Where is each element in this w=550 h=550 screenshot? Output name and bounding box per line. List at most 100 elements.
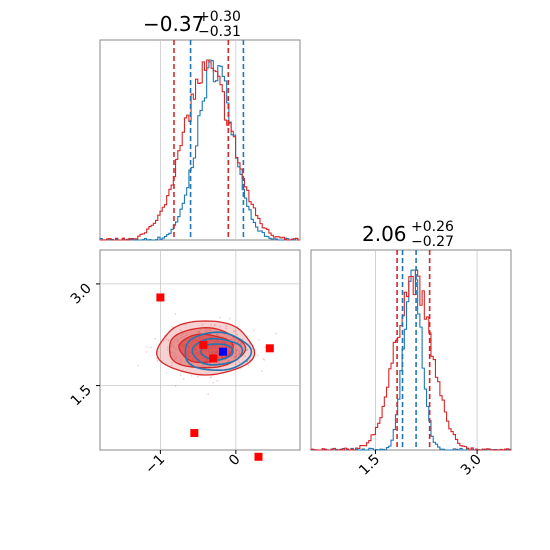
sample-point bbox=[246, 348, 249, 351]
sample-point bbox=[228, 317, 231, 320]
sample-point bbox=[248, 359, 251, 362]
sample-point bbox=[197, 376, 199, 378]
sample-point bbox=[181, 332, 184, 335]
tick-marks bbox=[96, 283, 478, 454]
sample-point bbox=[170, 364, 173, 367]
red-marker bbox=[209, 354, 218, 363]
sample-point bbox=[233, 343, 236, 345]
sample-point bbox=[235, 350, 237, 353]
sample-point bbox=[238, 350, 241, 353]
y-tick-label-param2: 3.0 bbox=[68, 280, 95, 307]
sample-point bbox=[225, 336, 227, 339]
contour-series-1 bbox=[200, 343, 234, 361]
sample-point bbox=[233, 356, 235, 358]
sample-point bbox=[252, 329, 255, 332]
sample-point bbox=[221, 335, 224, 338]
histogram-series-1-param1 bbox=[99, 59, 300, 241]
histogram-series-1-param2 bbox=[311, 269, 512, 451]
sample-point bbox=[264, 346, 266, 348]
sample-point bbox=[237, 340, 240, 343]
svg-text:+0.26: +0.26 bbox=[411, 219, 454, 235]
sample-point bbox=[173, 355, 175, 357]
sample-point bbox=[237, 353, 240, 356]
sample-point bbox=[175, 356, 178, 359]
sample-point bbox=[197, 331, 199, 333]
sample-point bbox=[214, 324, 216, 327]
sample-point bbox=[209, 328, 211, 331]
sample-point bbox=[179, 359, 182, 362]
sample-point bbox=[165, 338, 168, 340]
sample-point bbox=[235, 349, 238, 351]
sample-point bbox=[170, 345, 173, 348]
sample-point bbox=[219, 316, 221, 319]
svg-text:−0.31: −0.31 bbox=[198, 24, 241, 40]
sample-point bbox=[214, 324, 216, 326]
sample-point bbox=[171, 362, 174, 364]
sample-point bbox=[167, 346, 169, 349]
sample-point bbox=[201, 323, 204, 326]
svg-text:−0.27: −0.27 bbox=[411, 234, 454, 250]
chart-marks: −1 0 1.5 1.5 3.0 3.0 bbox=[68, 40, 512, 479]
sample-point bbox=[156, 359, 159, 362]
sample-point bbox=[185, 334, 188, 336]
sample-point bbox=[262, 357, 265, 360]
sample-point bbox=[233, 330, 236, 332]
sample-point bbox=[245, 349, 248, 352]
sample-point bbox=[179, 374, 182, 376]
sample-point bbox=[233, 356, 236, 358]
sample-point bbox=[174, 358, 177, 360]
sample-point bbox=[238, 361, 241, 364]
sample-point bbox=[204, 330, 207, 332]
sample-point bbox=[232, 330, 235, 333]
red-marker bbox=[254, 452, 263, 461]
sample-point bbox=[240, 367, 242, 370]
sample-point bbox=[173, 352, 176, 355]
sample-point bbox=[146, 346, 148, 348]
sample-point bbox=[235, 355, 237, 358]
sample-point bbox=[180, 336, 182, 339]
red-marker bbox=[190, 429, 199, 438]
sample-point bbox=[234, 363, 237, 366]
sample-point bbox=[227, 359, 230, 362]
red-marker bbox=[265, 344, 274, 353]
x-tick-label-param1: −1 bbox=[142, 452, 168, 478]
sample-point bbox=[176, 340, 179, 343]
x-tick-label-param2: 3.0 bbox=[458, 452, 485, 479]
sample-point bbox=[202, 364, 204, 367]
sample-point bbox=[236, 349, 239, 351]
sample-point bbox=[198, 331, 200, 333]
sample-point bbox=[190, 375, 193, 377]
sample-point bbox=[212, 381, 214, 384]
sample-point bbox=[240, 342, 242, 345]
sample-point bbox=[224, 358, 227, 361]
sample-point bbox=[227, 360, 230, 363]
y-tick-label-param2: 1.5 bbox=[68, 382, 95, 409]
sample-point bbox=[171, 326, 174, 329]
sample-point bbox=[274, 332, 277, 335]
x-tick-label-param1: 0 bbox=[226, 452, 244, 470]
sample-point bbox=[174, 313, 177, 315]
sample-point bbox=[230, 338, 233, 340]
sample-point bbox=[174, 385, 177, 387]
red-marker bbox=[156, 293, 165, 302]
sample-point bbox=[207, 393, 209, 395]
sample-point bbox=[261, 370, 263, 372]
sample-point bbox=[209, 362, 212, 365]
histogram-panel-param1 bbox=[99, 39, 301, 241]
sample-point bbox=[176, 338, 179, 341]
sample-point bbox=[229, 339, 232, 341]
sample-point bbox=[231, 338, 234, 341]
sample-point bbox=[218, 334, 221, 337]
x-tick-label-param2: 1.5 bbox=[356, 452, 383, 479]
sample-point bbox=[216, 333, 218, 335]
sample-point bbox=[209, 329, 211, 332]
sample-point bbox=[184, 323, 187, 326]
sample-point bbox=[234, 349, 236, 351]
sample-point bbox=[145, 351, 148, 353]
sample-point bbox=[170, 351, 172, 353]
svg-text:2.06: 2.06 bbox=[362, 222, 407, 246]
sample-point bbox=[244, 355, 247, 357]
title-param1: −0.37 +0.30 −0.31 bbox=[143, 9, 241, 40]
sample-point bbox=[208, 365, 211, 368]
